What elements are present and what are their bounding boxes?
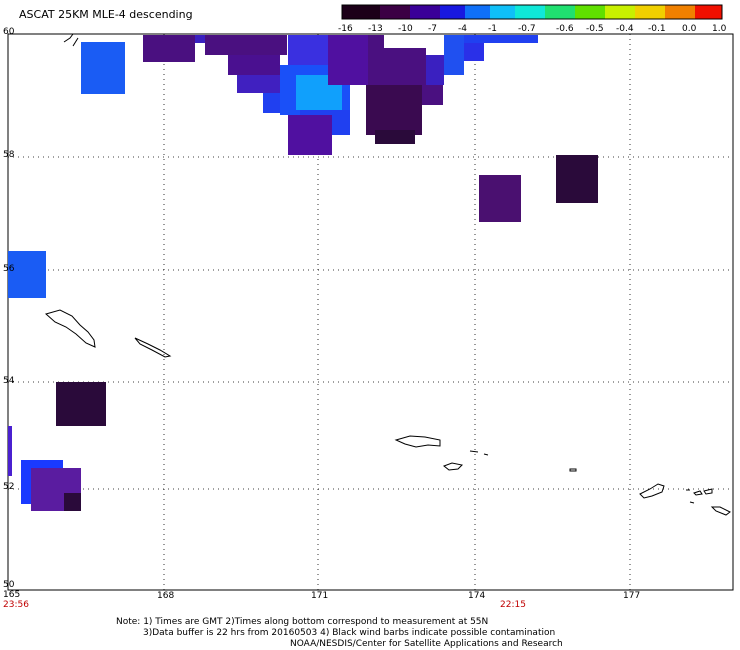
colorbar-frame <box>341 4 723 20</box>
colorbar-swatch <box>410 5 440 19</box>
colorbar-swatch <box>342 5 380 19</box>
data-cell <box>426 55 444 85</box>
data-swaths <box>8 35 598 511</box>
data-cell <box>56 382 106 426</box>
colorbar-swatch <box>575 5 605 19</box>
x-tick-label: 177 <box>623 591 641 601</box>
coastlines <box>44 33 731 516</box>
time-label-left: 23:56 <box>3 600 29 610</box>
data-cell <box>288 115 332 155</box>
data-cell <box>143 35 195 62</box>
colorbar <box>341 4 723 20</box>
y-tick-label: 56 <box>3 264 15 274</box>
island-outline <box>639 483 665 499</box>
data-cell <box>375 130 415 144</box>
colorbar-swatch <box>490 5 515 19</box>
colorbar-label: 0.0 <box>682 24 697 34</box>
colorbar-swatch <box>440 5 465 19</box>
data-cell <box>444 35 464 75</box>
data-cell <box>237 75 282 93</box>
y-tick-label: 58 <box>3 150 15 160</box>
colorbar-label: -4 <box>458 24 467 34</box>
island-outline <box>44 309 96 348</box>
island-outline <box>443 462 464 471</box>
x-tick-label: 165 <box>3 590 21 600</box>
data-cell <box>228 55 280 75</box>
colorbar-label: -0.5 <box>586 24 604 34</box>
data-cell <box>64 493 81 511</box>
colorbar-swatch <box>380 5 410 19</box>
data-cell <box>205 35 287 55</box>
note-line-1: Note: 1) Times are GMT 2)Times along bot… <box>116 617 489 627</box>
colorbar-label: -0.7 <box>518 24 536 34</box>
graticule <box>8 34 733 590</box>
colorbar-label: -1 <box>488 24 497 34</box>
x-tick-label: 174 <box>468 591 486 601</box>
y-tick-label: 50 <box>3 580 15 590</box>
data-cell <box>8 251 46 298</box>
island-outline <box>134 337 172 358</box>
colorbar-label: -7 <box>428 24 437 34</box>
island-outline <box>394 435 441 448</box>
island-outline <box>569 468 577 472</box>
data-cell <box>556 155 598 203</box>
data-cell <box>376 48 426 88</box>
data-cell <box>8 426 12 476</box>
x-tick-label: 171 <box>311 591 329 601</box>
colorbar-label: -16 <box>338 24 353 34</box>
x-tick-label: 168 <box>157 591 175 601</box>
island-outline <box>469 450 489 456</box>
map-title: ASCAT 25KM MLE-4 descending <box>19 8 193 21</box>
colorbar-swatch <box>465 5 490 19</box>
y-tick-label: 52 <box>3 482 15 492</box>
data-cell <box>464 35 538 43</box>
data-cell <box>422 85 443 105</box>
data-cell <box>195 35 205 43</box>
note-line-3: NOAA/NESDIS/Center for Satellite Applica… <box>290 639 563 649</box>
island-outline <box>686 488 713 496</box>
y-tick-label: 60 <box>3 27 15 37</box>
map-frame <box>7 33 734 591</box>
colorbar-swatch <box>515 5 545 19</box>
colorbar-label: 1.0 <box>712 24 727 34</box>
colorbar-swatch <box>635 5 665 19</box>
colorbar-label: -0.6 <box>556 24 574 34</box>
note-line-2: 3)Data buffer is 22 hrs from 20160503 4)… <box>143 628 556 638</box>
colorbar-swatch <box>545 5 575 19</box>
data-cell <box>328 35 368 85</box>
colorbar-label: -0.4 <box>616 24 634 34</box>
data-cell <box>288 35 328 65</box>
colorbar-label: -0.1 <box>648 24 666 34</box>
data-cell <box>81 42 125 94</box>
island-outline <box>689 501 731 516</box>
data-cell <box>479 175 521 222</box>
colorbar-swatch <box>665 5 695 19</box>
y-tick-label: 54 <box>3 376 15 386</box>
time-label-right: 22:15 <box>500 600 526 610</box>
data-cell <box>366 85 422 135</box>
colorbar-swatch <box>605 5 635 19</box>
colorbar-swatch <box>695 5 722 19</box>
coastline <box>63 33 79 47</box>
colorbar-label: -13 <box>368 24 383 34</box>
colorbar-label: -10 <box>398 24 413 34</box>
data-cell <box>464 43 484 61</box>
